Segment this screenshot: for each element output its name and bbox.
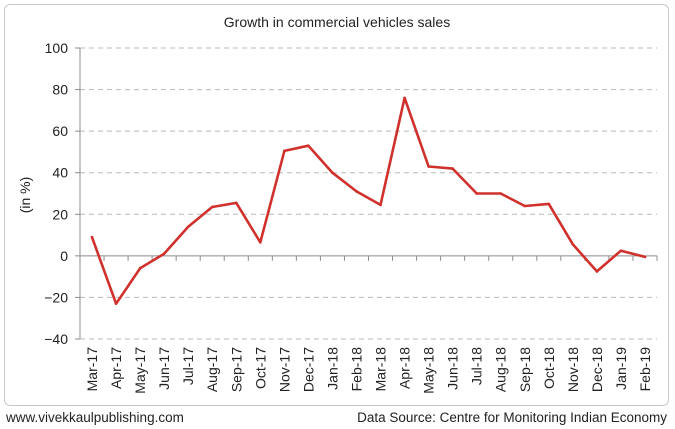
data-point: [427, 165, 430, 168]
x-tick-label: Dec-18: [589, 347, 605, 392]
data-point: [283, 149, 286, 153]
x-tick-label: Jun-18: [445, 347, 461, 390]
data-point: [499, 192, 503, 195]
gridlines: [80, 47, 657, 340]
x-tick-label: May-17: [132, 347, 148, 394]
y-tick-label: −20: [44, 289, 68, 305]
data-point: [619, 249, 623, 252]
x-tick-label: Jan-19: [613, 347, 629, 390]
y-tick-label: −40: [44, 331, 68, 347]
footer-website[interactable]: www.vivekkaulpublishing.com: [6, 410, 184, 425]
x-tick-label: Nov-17: [276, 347, 292, 392]
data-point: [403, 96, 406, 100]
data-point: [595, 270, 599, 273]
data-point: [234, 201, 238, 205]
chart-title: Growth in commercial vehicles sales: [224, 14, 450, 30]
chart-frame: [4, 4, 669, 406]
x-tick-label: Jan-18: [324, 347, 340, 390]
data-point: [475, 192, 478, 195]
y-tick-label: 0: [60, 248, 68, 264]
y-tick-label: 80: [52, 82, 68, 98]
x-tick-label: Apr-17: [108, 347, 124, 389]
data-point: [643, 255, 647, 259]
data-point: [114, 302, 118, 305]
data-point: [90, 235, 94, 239]
x-tick-labels: Mar-17 Apr-17 May-17 Jun-17 Jul-17 Aug-17 Sep-…: [84, 347, 653, 394]
y-tick-labels: −40 −20 0 20 40 60 80 100: [44, 40, 68, 347]
x-tick-label: Feb-18: [348, 347, 364, 392]
x-tick-label: Oct-18: [541, 347, 557, 389]
x-tick-label: Mar-17: [84, 347, 100, 392]
data-point: [138, 267, 142, 270]
data-point: [355, 190, 358, 193]
series-layer: [90, 96, 647, 306]
y-tick-label: 100: [45, 40, 69, 56]
data-point: [259, 241, 262, 244]
footer-data-source: Data Source: Centre for Monitoring India…: [357, 410, 667, 425]
y-tick-label: 40: [52, 165, 68, 181]
x-tick-label: Jul-18: [469, 347, 485, 385]
axes: [75, 47, 658, 340]
x-tick-label: Nov-18: [565, 347, 581, 392]
y-tick-label: 20: [52, 206, 68, 222]
x-tick-label: Aug-18: [493, 347, 509, 392]
x-tick-label: Aug-17: [204, 347, 220, 392]
x-tick-label: Feb-19: [637, 347, 653, 392]
data-point: [331, 171, 334, 175]
data-point: [547, 202, 551, 206]
y-axis-label: (in %): [17, 177, 33, 214]
x-tick-label: Jul-17: [180, 347, 196, 385]
data-point: [186, 225, 190, 229]
x-tick-label: Sep-17: [228, 347, 244, 392]
x-tick-label: Jun-17: [156, 347, 172, 390]
x-tick-label: Oct-17: [252, 347, 268, 389]
data-point: [451, 167, 454, 170]
data-point: [307, 144, 310, 147]
data-point: [379, 203, 382, 207]
x-tick-label: Apr-18: [397, 347, 413, 389]
x-tick-label: May-18: [421, 347, 437, 394]
data-point: [162, 252, 166, 256]
data-point: [210, 205, 214, 209]
x-tick-label: Dec-17: [300, 347, 316, 392]
x-tick-label: Mar-18: [373, 347, 389, 392]
data-point: [523, 204, 527, 208]
series-line: [90, 96, 647, 306]
y-tick-label: 60: [52, 123, 68, 139]
x-tick-label: Sep-18: [517, 347, 533, 392]
data-point: [571, 243, 575, 246]
